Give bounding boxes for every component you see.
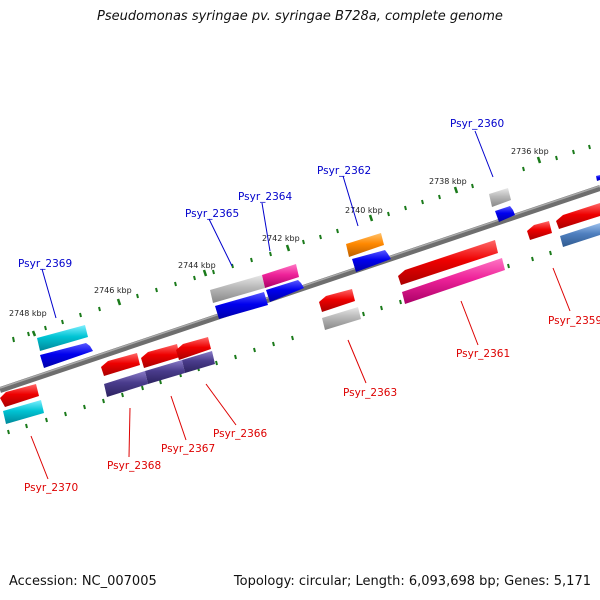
ruler-label: 2736 kbp — [511, 147, 549, 156]
gene-reverse — [176, 337, 211, 360]
gene-forward — [596, 175, 600, 181]
ruler-label: 2738 kbp — [429, 177, 467, 186]
gene-reverse — [527, 221, 552, 240]
reverse-genes — [0, 203, 600, 424]
gene-forward — [37, 325, 88, 351]
gene-reverse — [319, 289, 355, 312]
gene-label: Psyr_2369 — [18, 258, 72, 270]
gene-label: Psyr_2359 — [548, 315, 600, 327]
gene-reverse — [182, 351, 215, 373]
gene-reverse — [104, 371, 148, 397]
gene-label: Psyr_2365 — [185, 208, 239, 220]
gene-reverse — [402, 258, 505, 304]
gene-reverse — [0, 384, 39, 407]
gene-label: Psyr_2370 — [24, 482, 78, 494]
upper-ruler — [12, 144, 591, 343]
reverse-leaders — [30, 267, 571, 480]
reverse-labels: Psyr_2359 Psyr_2361 Psyr_2363 Psyr_2366 … — [24, 315, 600, 494]
gene-reverse — [141, 344, 180, 368]
gene-reverse — [145, 360, 185, 384]
gene-reverse — [398, 240, 498, 285]
gene-forward — [352, 250, 391, 272]
gene-forward — [262, 264, 299, 288]
gene-forward — [215, 292, 268, 319]
ruler-labels: 2736 kbp 2738 kbp 2740 kbp 2742 kbp 2744… — [9, 147, 549, 318]
gene-forward — [210, 275, 265, 303]
forward-leaders — [41, 130, 494, 319]
gene-reverse — [3, 400, 44, 424]
gene-label: Psyr_2367 — [161, 443, 215, 455]
gene-label: Psyr_2363 — [343, 387, 397, 399]
gene-forward — [40, 343, 93, 368]
ruler-label: 2746 kbp — [94, 286, 132, 295]
gene-label: Psyr_2366 — [213, 428, 267, 440]
gene-label: Psyr_2364 — [238, 191, 292, 203]
topology-text: Topology: circular; Length: 6,093,698 bp… — [233, 574, 591, 589]
gene-label: Psyr_2368 — [107, 460, 161, 472]
gene-reverse — [322, 307, 361, 330]
gene-reverse — [101, 353, 140, 376]
gene-forward — [346, 233, 384, 257]
gene-forward — [266, 280, 304, 302]
ruler-label: 2740 kbp — [345, 206, 383, 215]
gene-reverse — [556, 203, 600, 229]
ruler-label: 2744 kbp — [178, 261, 216, 270]
gene-label: Psyr_2362 — [317, 165, 371, 177]
gene-forward — [495, 206, 515, 222]
forward-labels: Psyr_2360 Psyr_2362 Psyr_2364 Psyr_2365 … — [18, 118, 504, 270]
forward-genes — [37, 175, 600, 368]
ruler-label: 2742 kbp — [262, 234, 300, 243]
gene-reverse — [560, 223, 600, 247]
gene-label: Psyr_2360 — [450, 118, 504, 130]
genome-title: Pseudomonas syringae pv. syringae B728a,… — [97, 9, 503, 24]
gene-label: Psyr_2361 — [456, 348, 510, 360]
ruler-label: 2748 kbp — [9, 309, 47, 318]
accession-text: Accession: NC_007005 — [9, 574, 157, 589]
gene-forward — [489, 188, 511, 207]
